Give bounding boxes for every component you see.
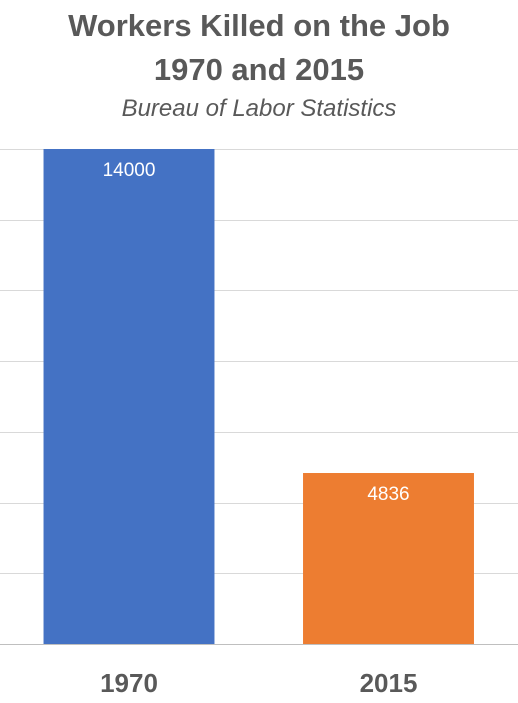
bar-2015 [303,473,474,644]
x-tick-label: 1970 [100,668,158,698]
bar-1970 [43,149,215,644]
chart-title-line2: 1970 and 2015 [153,52,365,87]
data-label: 14000 [103,160,156,181]
chart-subtitle: Bureau of Labor Statistics [121,95,397,122]
data-label: 4836 [367,484,409,505]
x-tick-label: 2015 [360,668,418,698]
chart-title-line1: Workers Killed on the Job [68,8,450,43]
